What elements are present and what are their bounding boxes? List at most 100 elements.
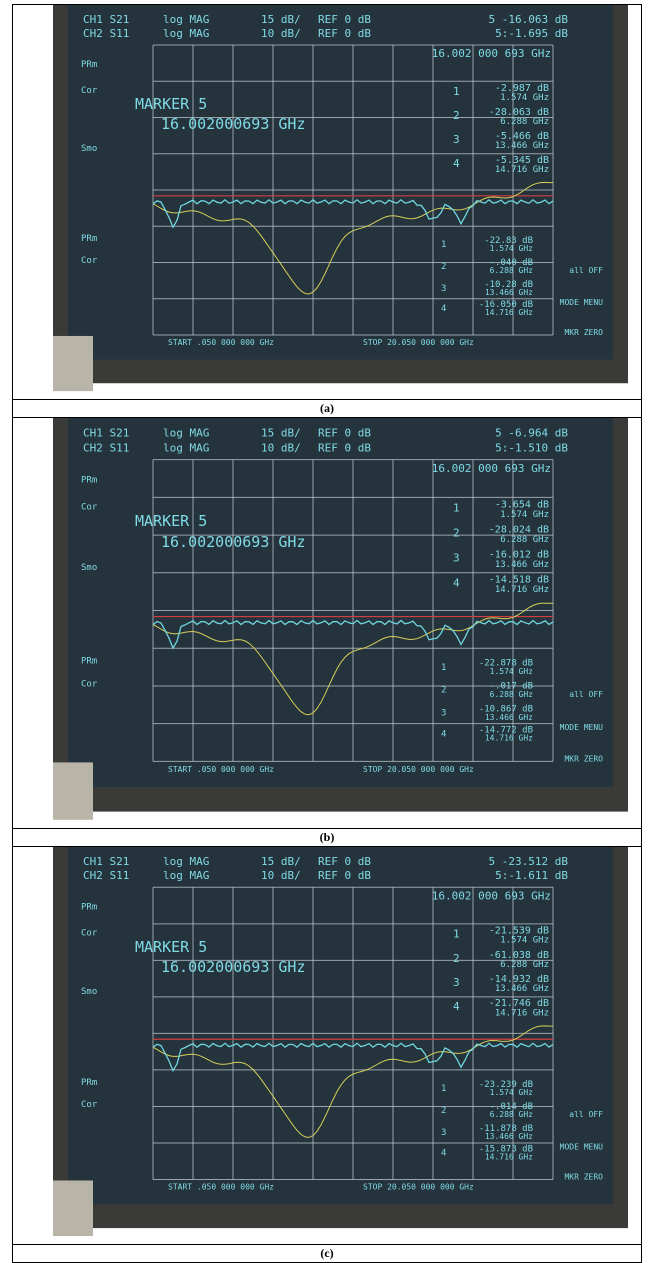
scale: 15 dB/	[261, 427, 301, 440]
marker-index: 2	[441, 262, 446, 272]
format: log MAG	[163, 27, 209, 40]
marker-title: MARKER 5	[135, 938, 207, 956]
marker-frequency: 6.288 GHz	[490, 266, 534, 275]
caption: (c)	[13, 1244, 641, 1262]
figure: CH1 S21 CH2 S11 log MAG log MAG 15 dB/10 dB/…	[12, 4, 642, 1263]
stop-frequency: STOP 20.050 000 000 GHz	[363, 1183, 474, 1192]
readout: 5 -16.063 dB	[489, 13, 569, 26]
marker-frequency: 13.466 GHz	[485, 288, 533, 297]
readout: 5:-1.611 dB	[495, 869, 568, 882]
side-label: Smo	[81, 144, 97, 154]
marker-frequency: 6.288 GHz	[500, 535, 549, 545]
marker-index: 1	[441, 1084, 446, 1094]
marker-value: -14.518 dB	[489, 574, 549, 585]
marker-value: -16.050 dB	[479, 300, 533, 310]
channel-label: CH2 S11	[83, 27, 129, 40]
marker-index: 3	[453, 976, 460, 989]
panel: CH1 S21 CH2 S11 log MAG log MAG 15 dB/10 dB/…	[13, 847, 641, 1262]
marker-value: -22.878 dB	[479, 659, 533, 669]
marker-frequency: 6.288 GHz	[500, 117, 549, 127]
side-label: Cor	[81, 679, 98, 689]
marker-index: 3	[441, 709, 446, 719]
reference: REF 0 dB	[318, 427, 371, 440]
side-label: PRm	[81, 476, 97, 486]
format: log MAG	[163, 441, 209, 454]
marker-index: 2	[441, 686, 446, 696]
readout: 5:-1.510 dB	[495, 441, 568, 454]
softkey: MODE MENU	[560, 298, 604, 307]
marker-index: 3	[453, 133, 460, 146]
softkey: all OFF	[569, 1110, 603, 1119]
marker-index: 1	[453, 928, 460, 941]
marker-frequency: 14.716 GHz	[485, 308, 533, 317]
marker-index: 1	[441, 663, 446, 673]
marker-index: 4	[441, 304, 446, 314]
marker-frequency: 1.574 GHz	[500, 93, 549, 103]
softkey: MODE MENU	[560, 1142, 604, 1151]
stand	[53, 762, 93, 820]
marker-value: -10.28 dB	[484, 280, 533, 290]
marker-value: -.014 dB	[490, 1102, 533, 1112]
softkey: MODE MENU	[560, 723, 604, 732]
marker-index: 2	[453, 952, 460, 965]
format: log MAG	[163, 427, 209, 440]
reference: REF 0 dB	[318, 869, 371, 882]
format: log MAG	[163, 855, 209, 868]
marker-index: 4	[441, 729, 446, 739]
marker-frequency: 14.716 GHz	[495, 165, 549, 175]
readout: 5:-1.695 dB	[495, 27, 568, 40]
softkey: all OFF	[569, 266, 603, 275]
readout: 5 -23.512 dB	[489, 855, 569, 868]
marker-index: 1	[453, 85, 460, 98]
format: log MAG	[163, 13, 209, 26]
channel-label: CH2 S11	[83, 869, 129, 882]
reference: REF 0 dB	[318, 855, 371, 868]
side-label: Smo	[81, 563, 97, 573]
softkey: MKR ZERO	[564, 754, 603, 763]
screen	[68, 847, 613, 1205]
stop-frequency: STOP 20.050 000 000 GHz	[363, 338, 474, 347]
marker-frequency: 16.002 000 693 GHz	[432, 889, 551, 902]
panel: CH1 S21 CH2 S11 log MAG log MAG 15 dB/10 dB/…	[13, 418, 641, 847]
stand	[53, 335, 93, 392]
marker-index: 1	[453, 502, 460, 515]
marker-value: -5.345 dB	[495, 155, 549, 166]
trace-s11	[152, 1025, 553, 1138]
marker-value: -21.539 dB	[489, 926, 549, 937]
marker-value: -14.772 dB	[479, 725, 533, 735]
stop-frequency: STOP 20.050 000 000 GHz	[363, 765, 474, 774]
marker-index: 2	[453, 527, 460, 540]
marker-frequency: 13.466 GHz	[495, 141, 549, 151]
marker-frequency: 16.002 000 693 GHz	[432, 462, 551, 475]
marker-frequency: 1.574 GHz	[490, 244, 534, 253]
reference: REF 0 dB	[318, 13, 371, 26]
marker-frequency: 16.002 000 693 GHz	[432, 47, 551, 60]
caption: (a)	[13, 399, 641, 418]
side-label: PRm	[81, 234, 97, 244]
marker-value: -28.024 dB	[489, 524, 549, 535]
marker-value: -.017 dB	[490, 682, 533, 692]
marker-title: MARKER 5	[135, 95, 207, 113]
marker-value: -16.012 dB	[489, 549, 549, 560]
marker-frequency: 1.574 GHz	[500, 510, 549, 520]
softkey: MKR ZERO	[564, 328, 603, 337]
scale: 15 dB/	[261, 855, 301, 868]
marker-frequency: 1.574 GHz	[490, 1088, 534, 1097]
channel-label: CH1 S21	[83, 13, 129, 26]
marker-value: -22.83 dB	[484, 236, 533, 246]
marker-frequency: 14.716 GHz	[495, 585, 549, 595]
format: log MAG	[163, 869, 209, 882]
marker-value: -21.746 dB	[489, 998, 549, 1009]
marker-value: 16.002000693 GHz	[161, 533, 306, 551]
marker-value: -61.038 dB	[489, 950, 549, 961]
softkey: all OFF	[569, 690, 603, 699]
side-label: Cor	[81, 1100, 98, 1110]
scale: 15 dB/	[261, 13, 301, 26]
marker-frequency: 14.716 GHz	[485, 1152, 533, 1161]
side-label: PRm	[81, 657, 97, 667]
reference: REF 0 dB	[318, 27, 371, 40]
trace-s21	[152, 619, 554, 650]
screen	[68, 418, 613, 787]
readout: 5 -6.964 dB	[495, 427, 568, 440]
